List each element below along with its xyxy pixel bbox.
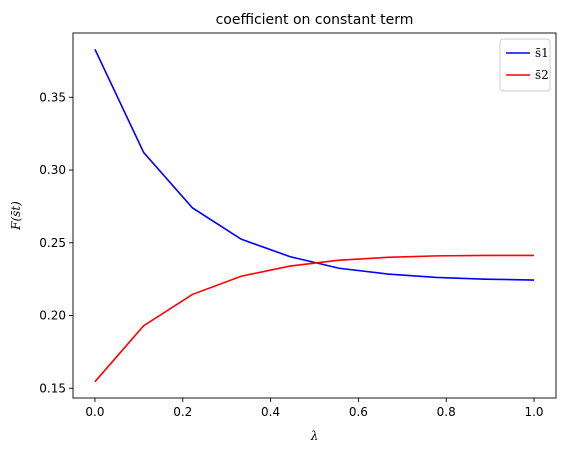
y-tick-label: 0.35: [39, 90, 66, 104]
x-tick-label: 0.8: [437, 405, 456, 419]
plot-area: [94, 48, 535, 383]
x-tick-label: 1.0: [524, 405, 543, 419]
y-tick-label: 0.30: [39, 163, 66, 177]
x-axis-label: λ: [310, 429, 319, 443]
plot-frame: [72, 32, 557, 399]
y-axis: 0.15 0.20 0.25 0.30 0.35: [39, 90, 73, 395]
legend-label-2: s̄2: [535, 68, 549, 82]
chart-title: coefficient on constant term: [216, 12, 414, 28]
y-tick-label: 0.20: [39, 309, 66, 323]
y-tick-label: 0.15: [39, 381, 66, 395]
x-axis: 0.0 0.2 0.4 0.6 0.8 1.0: [85, 398, 544, 419]
series-line-1: [94, 48, 535, 281]
x-tick-label: 0.0: [85, 405, 104, 419]
x-tick-label: 0.6: [349, 405, 368, 419]
legend: s̄1 s̄2: [499, 38, 551, 92]
x-tick-label: 0.4: [261, 405, 280, 419]
y-axis-label: F(s̄t): [9, 201, 23, 231]
series-line-2: [94, 254, 535, 383]
legend-label-1: s̄1: [535, 46, 549, 60]
y-tick-label: 0.25: [39, 236, 66, 250]
x-tick-label: 0.2: [173, 405, 192, 419]
legend-box: [499, 38, 551, 92]
